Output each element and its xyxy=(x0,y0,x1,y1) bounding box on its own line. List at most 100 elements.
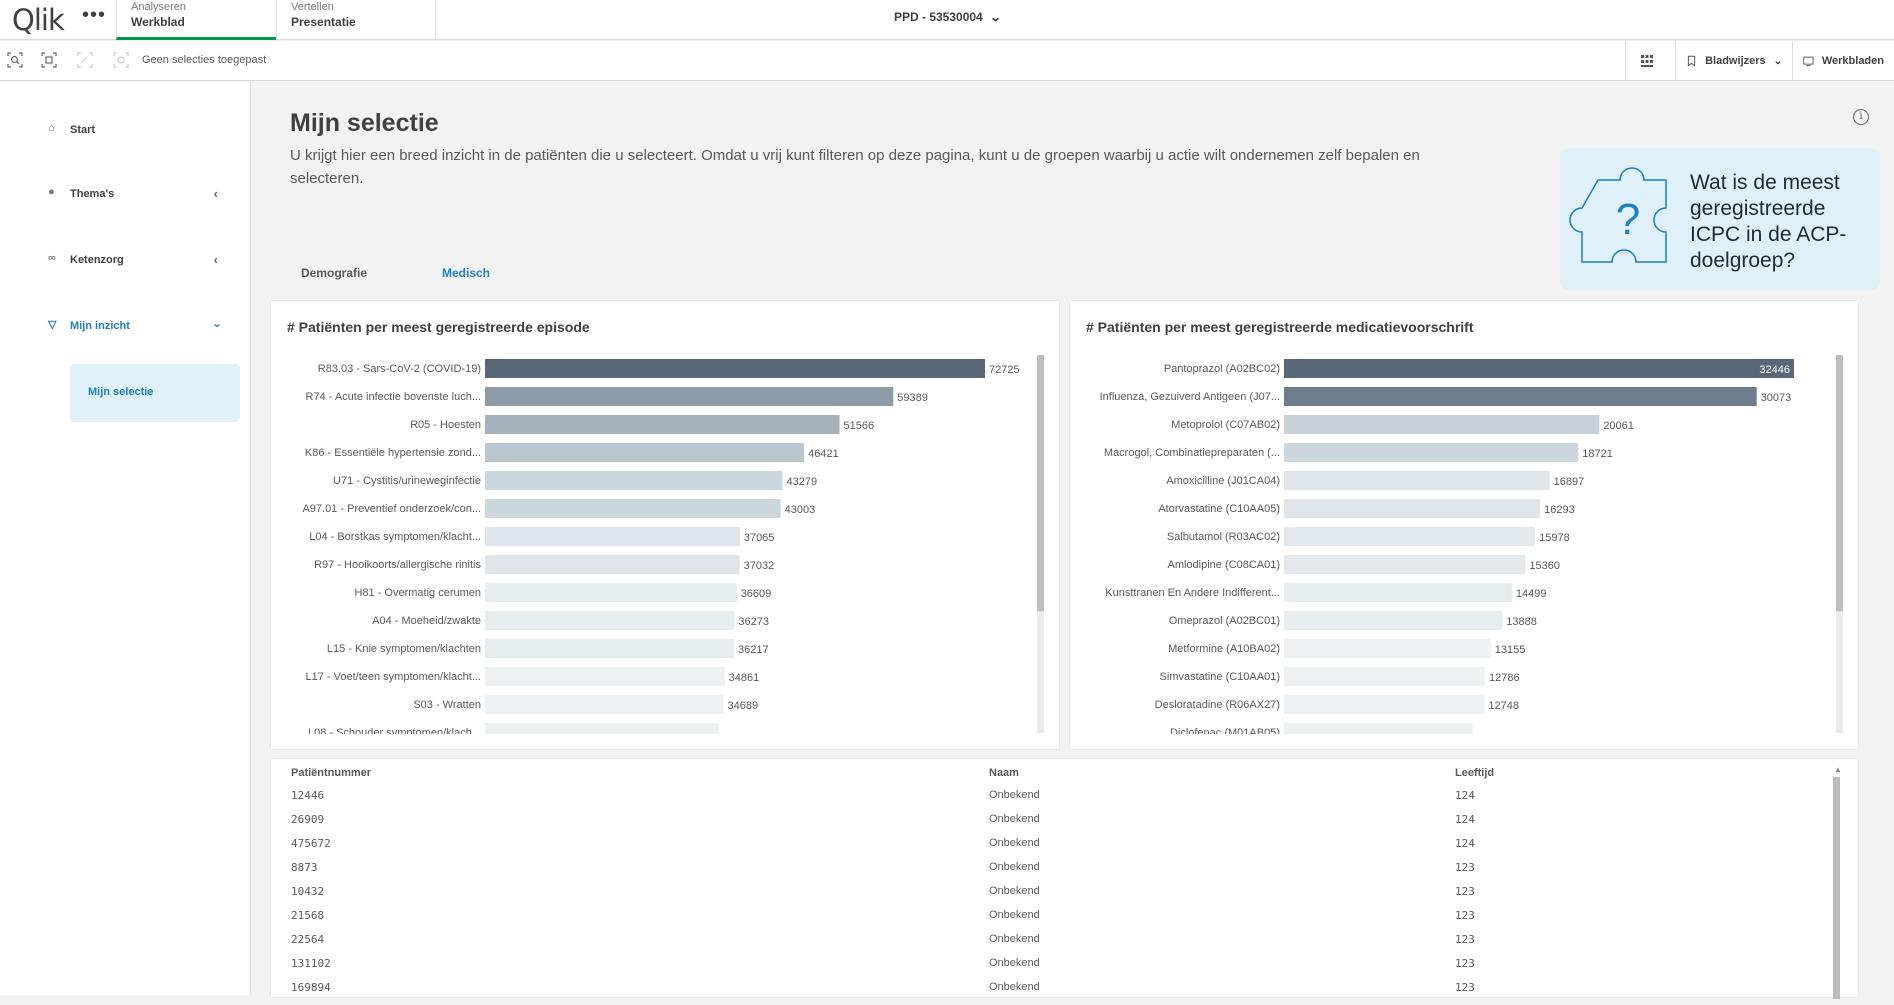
table-row[interactable]: 12446 Onbekend 124 xyxy=(271,789,1811,813)
category-label[interactable]: K86 - Essentiële hypertensie zond... xyxy=(305,447,481,459)
info-icon[interactable]: i xyxy=(1853,109,1869,125)
ellipsis-icon[interactable]: ••• xyxy=(82,4,107,26)
bar[interactable] xyxy=(485,667,725,686)
scrollbar-thumb[interactable] xyxy=(1037,355,1044,611)
category-label[interactable]: R05 - Hoesten xyxy=(410,419,481,431)
category-label[interactable]: Kunsttranen En Andere Indifferent... xyxy=(1105,587,1280,599)
cell-leeftijd: 123 xyxy=(1455,909,1475,922)
category-label[interactable]: Omeprazol (A02BC01) xyxy=(1169,615,1280,627)
bar[interactable] xyxy=(1284,695,1485,714)
category-label[interactable]: L08 - Schouder symptomen/klach... xyxy=(308,727,481,739)
category-label[interactable]: Simvastatine (C10AA01) xyxy=(1160,671,1280,683)
bar[interactable] xyxy=(485,611,735,630)
category-label[interactable]: S03 - Wratten xyxy=(413,699,481,711)
bar[interactable] xyxy=(1284,611,1503,630)
value-label: 43003 xyxy=(785,504,816,516)
category-label[interactable]: L15 - Knie symptomen/klachten xyxy=(327,643,481,655)
sidebar-subitem-mijn-selectie[interactable]: Mijn selectie xyxy=(70,364,240,422)
category-label[interactable]: A97.01 - Preventief onderzoek/con... xyxy=(302,503,481,515)
bar[interactable] xyxy=(1284,499,1541,518)
category-label[interactable]: Desloratadine (R06AX27) xyxy=(1155,699,1280,711)
bar[interactable] xyxy=(1284,387,1757,406)
bar[interactable] xyxy=(485,471,783,490)
bar[interactable] xyxy=(1284,443,1579,462)
chart-scrollbar[interactable] xyxy=(1037,355,1044,733)
bar[interactable] xyxy=(485,499,781,518)
bar-chart-episodes[interactable]: R83.03 - Sars-CoV-2 (COVID-19) 72725 R74 -… xyxy=(271,301,1061,751)
category-label[interactable]: H81 - Overmatig cerumen xyxy=(354,587,481,599)
table-row[interactable]: 10432 Onbekend 123 xyxy=(271,885,1811,909)
category-label[interactable]: Metformine (A10BA02) xyxy=(1168,643,1280,655)
cell-naam: Onbekend xyxy=(989,981,1040,993)
category-label[interactable]: Amlodipine (C08CA01) xyxy=(1168,559,1281,571)
bar[interactable] xyxy=(1284,667,1485,686)
category-label[interactable]: A04 - Moeheid/zwakte xyxy=(372,615,481,627)
column-header-naam[interactable]: Naam xyxy=(989,767,1019,779)
category-label[interactable]: L17 - Voet/teen symptomen/klacht... xyxy=(306,671,481,683)
tab-analyseren[interactable]: Analyseren Werkblad xyxy=(116,0,276,40)
category-label[interactable]: U71 - Cystitis/urineweginfectie xyxy=(333,475,481,487)
sheets-button[interactable]: Werkbladen xyxy=(1792,41,1894,81)
grid-view-button[interactable] xyxy=(1625,41,1675,81)
table-row[interactable]: 475672 Onbekend 124 xyxy=(271,837,1811,861)
table-scrollbar[interactable] xyxy=(1833,777,1840,999)
table-row[interactable]: 131102 Onbekend 123 xyxy=(271,957,1811,981)
category-label[interactable]: L04 - Borstkas symptomen/klacht... xyxy=(309,531,481,543)
bar[interactable] xyxy=(1284,723,1473,742)
category-label[interactable]: Macrogol, Combinatiepreparaten (... xyxy=(1104,447,1280,459)
bar[interactable] xyxy=(1284,639,1491,658)
tab-demografie[interactable]: Demografie xyxy=(301,266,368,280)
scroll-up-icon[interactable]: ▲ xyxy=(1834,765,1842,774)
bar[interactable] xyxy=(485,443,805,462)
bar[interactable] xyxy=(485,387,894,406)
bookmarks-button[interactable]: Bladwijzers ⌄ xyxy=(1675,41,1792,81)
category-label[interactable]: Salbutamol (R03AC02) xyxy=(1167,531,1280,543)
category-label[interactable]: Atorvastatine (C10AA05) xyxy=(1158,503,1280,515)
bar[interactable] xyxy=(485,527,740,546)
table-row[interactable]: 169894 Onbekend 123 xyxy=(271,981,1811,1005)
category-label[interactable]: Amoxicilline (J01CA04) xyxy=(1166,475,1280,487)
bar[interactable] xyxy=(1284,555,1526,574)
app-title-dropdown[interactable]: PPD - 53530004 ⌄ xyxy=(894,10,1002,24)
lasso-select-icon[interactable] xyxy=(40,52,58,70)
category-label[interactable]: R74 - Acute infectie bovenste luch... xyxy=(306,391,482,403)
table-row[interactable]: 22564 Onbekend 123 xyxy=(271,933,1811,957)
column-header-leeftijd[interactable]: Leeftijd xyxy=(1455,767,1495,779)
scrollbar-thumb[interactable] xyxy=(1833,777,1840,999)
smart-search-icon[interactable] xyxy=(6,52,24,70)
bar[interactable] xyxy=(485,415,840,434)
bar[interactable] xyxy=(485,695,724,714)
bar[interactable] xyxy=(1284,471,1550,490)
tab-medisch[interactable]: Medisch xyxy=(442,266,491,280)
bar[interactable] xyxy=(1284,583,1512,602)
table-row[interactable]: 8873 Onbekend 123 xyxy=(271,861,1811,885)
puzzle-icon: ? xyxy=(1569,167,1667,263)
bar[interactable] xyxy=(1284,359,1794,378)
category-label[interactable]: R83.03 - Sars-CoV-2 (COVID-19) xyxy=(318,363,481,375)
patient-table: Patiëntnummer Naam Leeftijd 12446 Onbeken… xyxy=(270,758,1859,999)
bar[interactable] xyxy=(485,555,740,574)
table-row[interactable]: 26909 Onbekend 124 xyxy=(271,813,1811,837)
table-row[interactable]: 21568 Onbekend 123 xyxy=(271,909,1811,933)
bar[interactable] xyxy=(1284,415,1600,434)
category-label[interactable]: Diclofenac (M01AB05) xyxy=(1170,727,1280,739)
category-label[interactable]: Metoprolol (C07AB02) xyxy=(1171,419,1280,431)
bar[interactable] xyxy=(1284,527,1536,546)
bar[interactable] xyxy=(485,723,719,742)
category-label[interactable]: Pantoprazol (A02BC02) xyxy=(1164,363,1280,375)
category-label[interactable]: Influenza, Gezuiverd Antigeen (J07... xyxy=(1100,391,1280,403)
chart-scrollbar[interactable] xyxy=(1836,355,1843,733)
scrollbar-thumb[interactable] xyxy=(1836,355,1843,611)
tab-vertellen[interactable]: Vertellen Presentatie xyxy=(276,0,436,40)
step-forward-icon[interactable] xyxy=(76,52,94,70)
qlik-logo[interactable]: Qlik xyxy=(12,3,65,37)
clear-selections-icon[interactable] xyxy=(112,52,130,70)
category-label[interactable]: R97 - Hooikoorts/allergische rinitis xyxy=(314,559,481,571)
bar[interactable] xyxy=(485,639,734,658)
bar-chart-medication[interactable]: Pantoprazol (A02BC02) 32446 Influenza, Gez… xyxy=(1070,301,1860,751)
home-icon: ⌂ xyxy=(48,122,55,134)
bar[interactable] xyxy=(485,359,985,378)
column-header-patientnummer[interactable]: Patiëntnummer xyxy=(291,767,372,779)
sidebar-item-label: Mijn inzicht xyxy=(70,320,130,332)
bar[interactable] xyxy=(485,583,737,602)
